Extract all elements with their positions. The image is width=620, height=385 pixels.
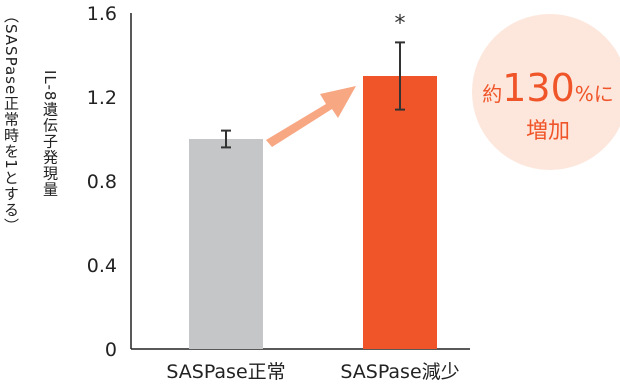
increase-arrow-shape [266, 86, 356, 147]
bars: * [189, 11, 437, 349]
significance-mark: * [395, 11, 406, 36]
y-tick-label: 0 [105, 339, 117, 361]
y-tick-label: 1.2 [87, 87, 117, 109]
y-tick-label: 0.4 [87, 255, 117, 277]
increase-arrow [266, 86, 356, 147]
y-axis: 0 0.4 0.8 1.2 1.6 [87, 3, 470, 361]
bar [189, 139, 263, 349]
y-tick-label: 0.8 [87, 171, 117, 193]
annotation-number: 130 [502, 66, 575, 110]
annotation-bubble [472, 14, 620, 170]
x-tick-label: SASPase正常 [166, 361, 285, 383]
annotation-line1: 約130%に [482, 66, 614, 110]
x-tick-label: SASPase減少 [340, 361, 459, 383]
annotation-prefix: 約 [482, 82, 502, 106]
x-axis-labels: SASPase正常 SASPase減少 [166, 361, 459, 383]
annotation-text: 約130%に増加 [482, 66, 614, 144]
bar [363, 76, 437, 349]
annotation-suffix: %に [575, 82, 614, 106]
y-axis-label: IL-8遺伝子発現量 [41, 70, 59, 198]
y-axis-label-note: （SASPase正常時を1とする） [2, 8, 20, 234]
annotation-line2: 増加 [526, 119, 570, 144]
y-tick-label: 1.6 [87, 3, 117, 25]
annotation-bubble-circle [472, 14, 620, 170]
